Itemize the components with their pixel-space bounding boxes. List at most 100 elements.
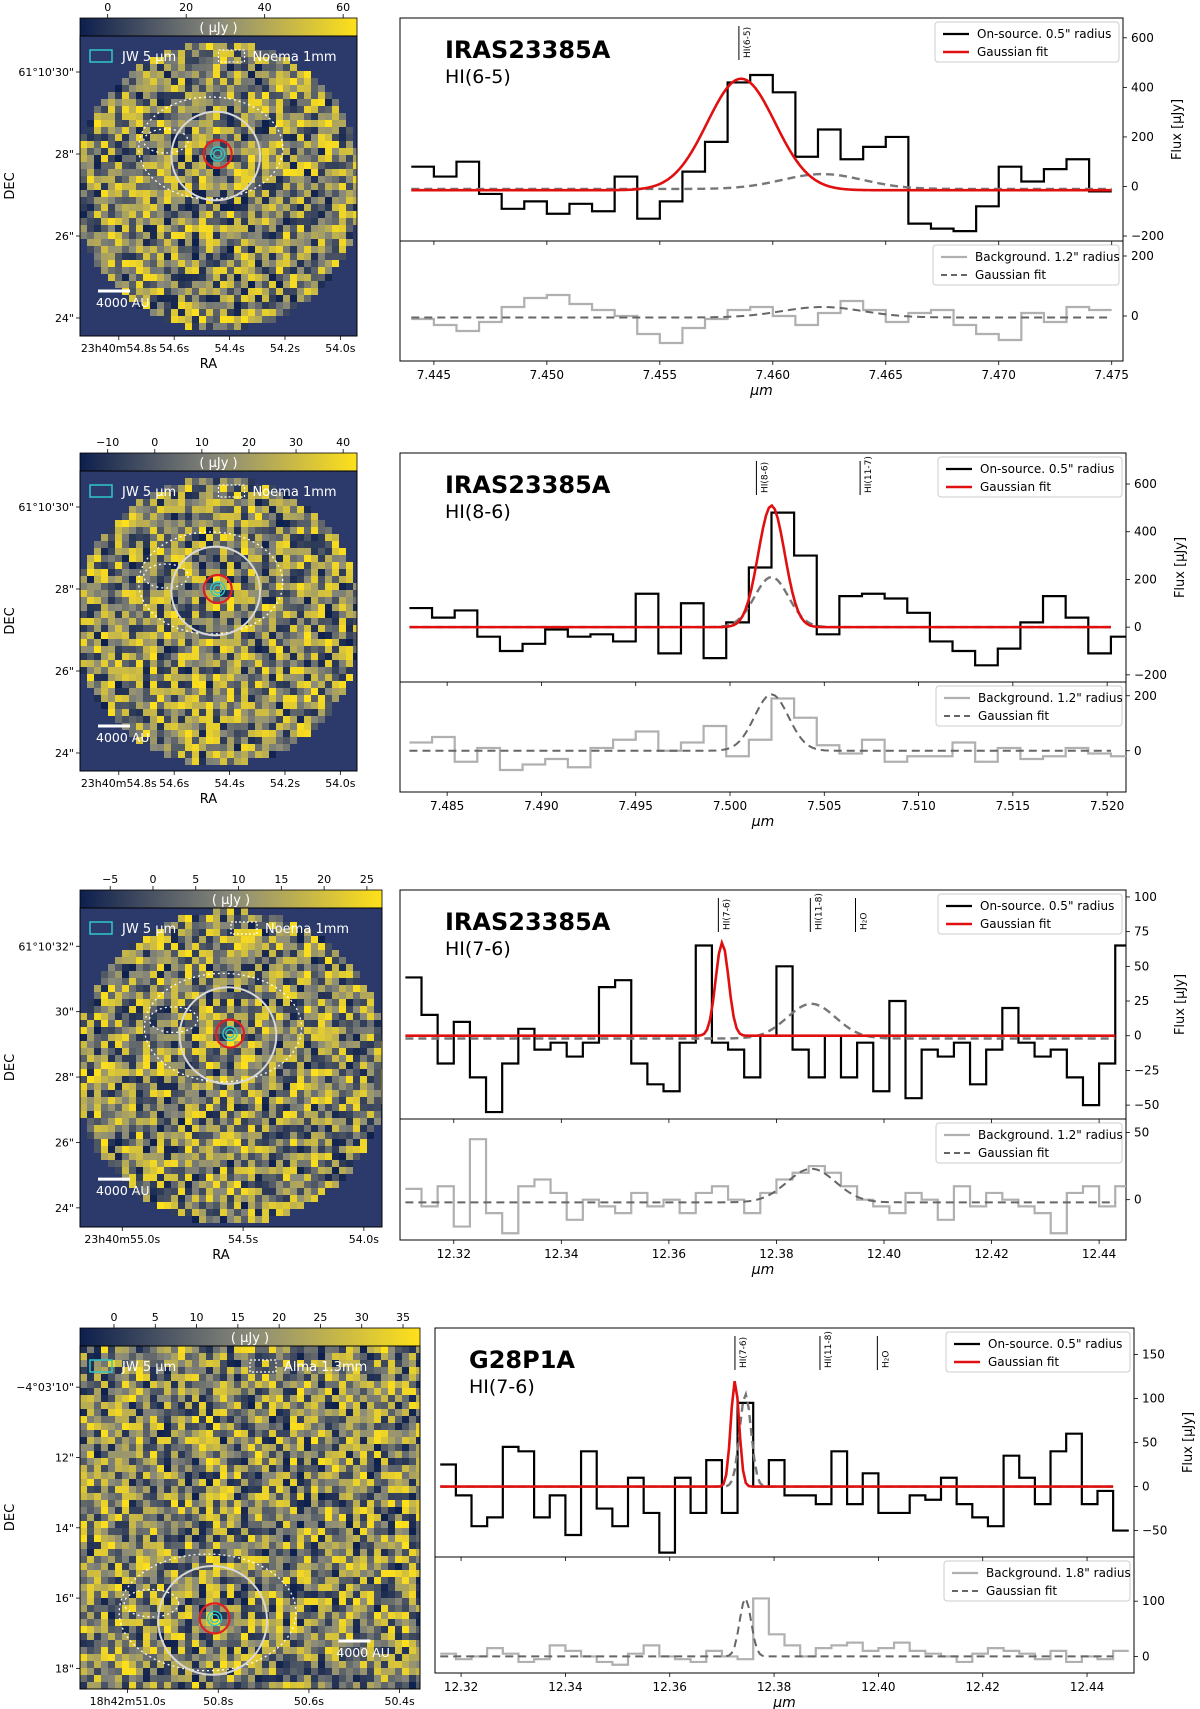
map-pixel: [115, 999, 122, 1006]
map-pixel: [192, 148, 199, 155]
map-pixel: [381, 1388, 388, 1395]
map-pixel: [143, 702, 150, 709]
map-pixel: [87, 1083, 94, 1090]
map-pixel: [311, 1076, 318, 1083]
map-pixel: [150, 211, 157, 218]
map-pixel: [367, 1055, 374, 1062]
map-pixel: [234, 1146, 241, 1153]
map-pixel: [262, 737, 269, 744]
map-pixel: [227, 646, 234, 653]
map-pixel: [87, 1013, 94, 1020]
map-pixel: [304, 106, 311, 113]
map-pixel: [227, 1118, 234, 1125]
map-pixel: [192, 695, 199, 702]
map-pixel: [101, 583, 108, 590]
map-pixel: [283, 1195, 290, 1202]
map-pixel: [241, 992, 248, 999]
map-pixel: [185, 611, 192, 618]
map-pixel: [178, 1388, 185, 1395]
map-pixel: [269, 1346, 276, 1353]
map-pixel: [192, 323, 199, 330]
map-pixel: [234, 232, 241, 239]
map-pixel: [297, 113, 304, 120]
map-pixel: [304, 562, 311, 569]
map-pixel: [213, 1181, 220, 1188]
map-pixel: [178, 50, 185, 57]
map-pixel: [199, 232, 206, 239]
map-pixel: [171, 176, 178, 183]
map-pixel: [87, 232, 94, 239]
map-pixel: [262, 232, 269, 239]
map-pixel: [255, 1034, 262, 1041]
map-pixel: [346, 239, 353, 246]
map-pixel: [122, 569, 129, 576]
map-pixel: [311, 127, 318, 134]
map-pixel: [213, 162, 220, 169]
map-pixel: [234, 99, 241, 106]
map-pixel: [178, 155, 185, 162]
map-pixel: [227, 1139, 234, 1146]
mm-contour: [143, 128, 189, 154]
map-pixel: [227, 323, 234, 330]
map-pixel: [199, 1083, 206, 1090]
map-pixel: [122, 92, 129, 99]
map-pixels: [80, 1346, 420, 1689]
map-pixel: [108, 1132, 115, 1139]
map-pixel: [192, 197, 199, 204]
map-pixel: [269, 569, 276, 576]
map-pixel: [171, 737, 178, 744]
colorbar-tick-label: 30: [289, 436, 303, 449]
map-pixel: [276, 1146, 283, 1153]
map-pixel: [150, 92, 157, 99]
map-pixel: [220, 1013, 227, 1020]
xtick-label: 7.475: [1095, 368, 1129, 382]
map-pixel: [185, 492, 192, 499]
map-pixel: [178, 211, 185, 218]
map-pixel: [332, 1388, 339, 1395]
map-pixel: [171, 667, 178, 674]
map-pixel: [136, 695, 143, 702]
map-pixel: [115, 1381, 122, 1388]
map-pixel: [346, 1020, 353, 1027]
map-pixel: [157, 1083, 164, 1090]
map-pixel: [304, 590, 311, 597]
map-pixel: [304, 1020, 311, 1027]
map-pixel: [129, 709, 136, 716]
ra-tick-label: 54.5s: [228, 1233, 258, 1246]
map-pixel: [227, 1188, 234, 1195]
map-pixel: [185, 639, 192, 646]
mm-legend-swatch: [217, 484, 246, 498]
map-pixel: [122, 99, 129, 106]
map-pixel: [318, 155, 325, 162]
map-pixel: [178, 611, 185, 618]
map-pixel: [101, 992, 108, 999]
map-pixel: [150, 1388, 157, 1395]
map-pixel: [234, 660, 241, 667]
map-pixel: [164, 50, 171, 57]
map-pixel: [164, 950, 171, 957]
map-pixel: [332, 576, 339, 583]
map-pixel: [297, 1125, 304, 1132]
map-pixel: [339, 162, 346, 169]
map-pixel: [276, 1381, 283, 1388]
map-pixel: [185, 1381, 192, 1388]
map-pixel: [234, 1374, 241, 1381]
map-pixel: [346, 1062, 353, 1069]
map-pixel: [283, 1374, 290, 1381]
map-pixel: [108, 999, 115, 1006]
map-pixel: [339, 197, 346, 204]
map-pixel: [220, 534, 227, 541]
map-pixel: [185, 323, 192, 330]
map-pixel: [297, 562, 304, 569]
map-pixel: [248, 744, 255, 751]
map-pixel: [339, 1167, 346, 1174]
map-pixel: [304, 1062, 311, 1069]
map-pixel: [185, 1125, 192, 1132]
map-pixel: [185, 915, 192, 922]
map-pixel: [269, 71, 276, 78]
map-pixel: [241, 1006, 248, 1013]
map-pixel: [157, 162, 164, 169]
map-pixel: [290, 681, 297, 688]
map-pixel: [276, 688, 283, 695]
map-pixel: [255, 950, 262, 957]
